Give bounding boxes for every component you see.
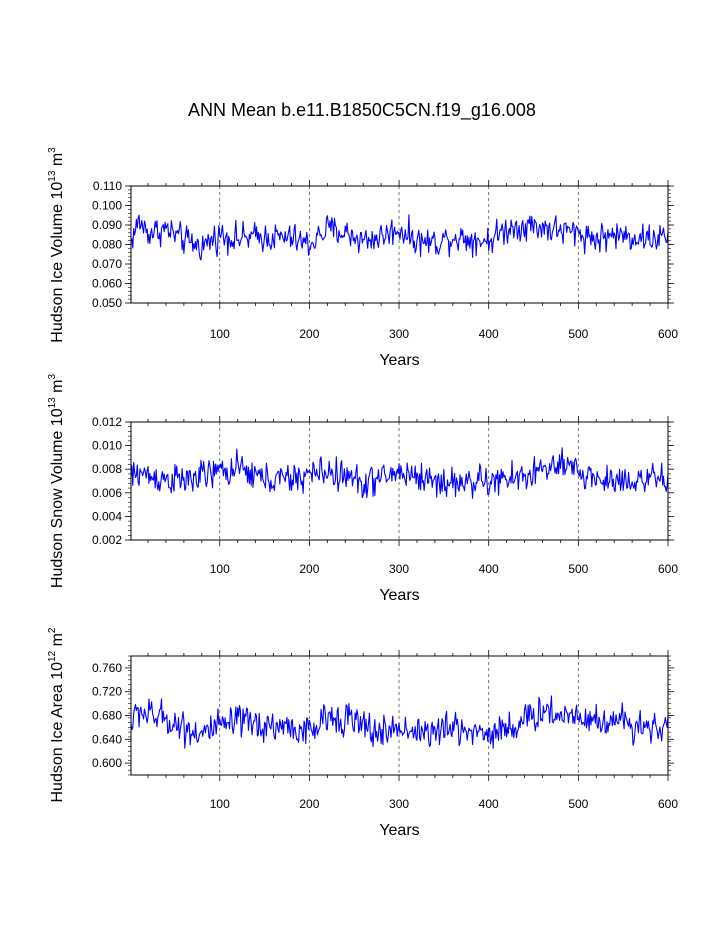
x-tick-label: 400: [479, 562, 499, 576]
x-tick-label: 500: [568, 327, 588, 341]
x-tick-label: 400: [479, 797, 499, 811]
plot-frame: [130, 185, 669, 304]
y-tick-label: 0.680: [92, 709, 122, 723]
y-tick-label: 0.008: [92, 462, 122, 476]
x-tick-label: 500: [568, 562, 588, 576]
series-line-hudson-ice-area: [130, 695, 669, 749]
x-tick-label: 100: [210, 562, 230, 576]
x-tick-label: 200: [299, 327, 319, 341]
plot-frame: [130, 655, 669, 776]
y-tick-label: 0.006: [92, 486, 122, 500]
x-axis-label: Years: [379, 587, 419, 604]
panel-1: 100 200 300 400 500 600 0.050 0.060 0.070 0.080 0.…: [47, 147, 678, 369]
x-tick-label: 600: [658, 327, 678, 341]
y-tick-label: 0.720: [92, 685, 122, 699]
y-tick-label: 0.600: [92, 756, 122, 770]
x-tick-label: 100: [210, 327, 230, 341]
x-tick-label: 600: [658, 562, 678, 576]
x-tick-label: 200: [299, 562, 319, 576]
y-tick-label: 0.640: [92, 732, 122, 746]
figure-title: ANN Mean b.e11.B1850C5CN.f19_g16.008: [188, 100, 536, 121]
y-tick-label: 0.060: [92, 277, 122, 291]
x-tick-label: 500: [568, 797, 588, 811]
x-axis-label: Years: [379, 822, 419, 839]
x-tick-label: 300: [389, 327, 409, 341]
panel-3: 100 200 300 400 500 600 0.600 0.640 0.680 0.720 0.…: [47, 627, 678, 839]
y-axis-label: Hudson Ice Volume 1013 m3: [47, 147, 66, 343]
y-tick-label: 0.100: [92, 199, 122, 213]
x-tick-label: 200: [299, 797, 319, 811]
y-tick-label: 0.012: [92, 415, 122, 429]
y-axis-label: Hudson Ice Area 1012 m2: [47, 627, 66, 802]
x-axis-label: Years: [379, 352, 419, 369]
y-tick-label: 0.090: [92, 218, 122, 232]
x-tick-label: 300: [389, 797, 409, 811]
x-tick-label: 400: [479, 327, 499, 341]
x-tick-label: 600: [658, 797, 678, 811]
y-tick-label: 0.050: [92, 296, 122, 310]
x-tick-label: 100: [210, 797, 230, 811]
y-tick-label: 0.070: [92, 257, 122, 271]
panel-2: 100 200 300 400 500 600 0.002 0.004 0.006 0.008 0.…: [47, 373, 678, 604]
plot-frame: [130, 421, 669, 541]
series-line-hudson-snow-volume: [130, 447, 669, 499]
y-tick-label: 0.010: [92, 439, 122, 453]
y-tick-label: 0.110: [93, 179, 122, 193]
series-line-hudson-ice-volume: [130, 214, 669, 261]
y-tick-label: 0.760: [92, 661, 122, 675]
y-axis-label: Hudson Snow Volume 1013 m3: [47, 373, 66, 588]
y-tick-label: 0.080: [92, 238, 122, 252]
y-tick-label: 0.002: [92, 533, 122, 547]
panels: 100 200 300 400 500 600 0.050 0.060 0.070 0.080 0.…: [47, 147, 678, 839]
x-tick-label: 300: [389, 562, 409, 576]
y-tick-label: 0.004: [92, 509, 122, 523]
